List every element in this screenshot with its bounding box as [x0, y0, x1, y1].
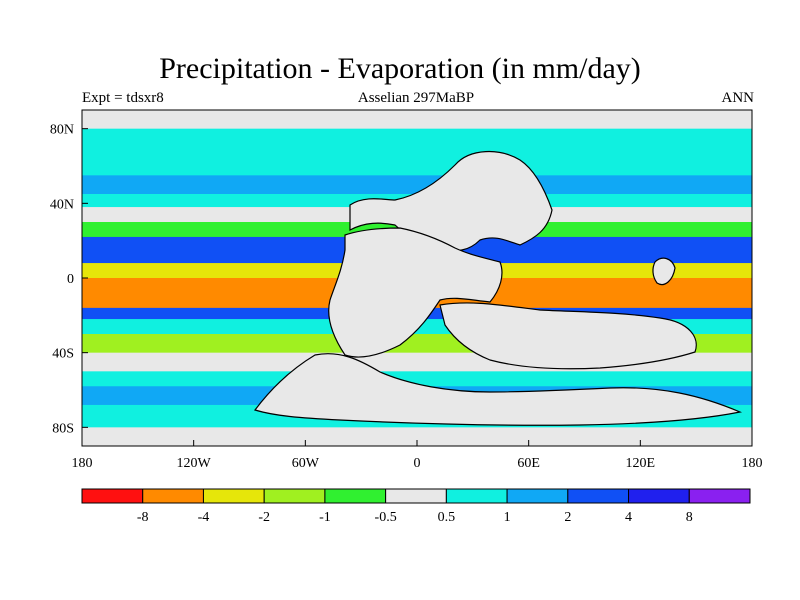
x-tick-label: 180: [72, 456, 93, 471]
colorbar-swatch: [385, 488, 447, 504]
y-tick-label: 40S: [52, 347, 74, 362]
x-tick-label: 120W: [177, 456, 212, 471]
colorbar-swatch: [263, 488, 326, 504]
colorbar-label: 1: [504, 510, 511, 525]
continent-central: [328, 227, 503, 358]
zonal-band: [82, 110, 752, 130]
continent-outlines: [254, 150, 743, 426]
zonal-band: [82, 175, 752, 195]
continent-south: [439, 302, 697, 370]
experiment-label: Expt = tdsxr8: [82, 90, 164, 106]
x-tick-label: 60E: [517, 456, 540, 471]
zonal-band: [82, 427, 752, 446]
colorbar-label: -4: [198, 510, 210, 525]
y-tick-label: 0: [67, 272, 74, 287]
island-east: [652, 257, 676, 286]
colorbar-swatch: [628, 488, 690, 504]
colorbar-swatch: [567, 488, 630, 504]
colorbar-label: 4: [625, 510, 632, 525]
colorbar-label: 8: [686, 510, 693, 525]
x-tick-label: 120E: [626, 456, 656, 471]
zonal-band: [82, 151, 752, 176]
period-label: Asselian 297MaBP: [357, 90, 475, 106]
zonal-band: [82, 128, 752, 152]
y-axis-ticks: 80N 40N 0 40S 80S: [50, 123, 88, 436]
x-tick-label: 60W: [292, 456, 320, 471]
colorbar-swatch: [142, 488, 204, 504]
colorbar-swatch: [688, 488, 751, 504]
x-tick-label: 180: [742, 456, 763, 471]
continent-antarctic: [254, 353, 743, 426]
x-tick-label: 0: [414, 456, 421, 471]
colorbar-swatch: [506, 488, 569, 504]
chart-title: Precipitation - Evaporation (in mm/day): [159, 52, 641, 85]
colorbar-swatch: [202, 488, 265, 504]
colorbar: -8 -4 -2 -1 -0.5 0.5 1 2 4 8: [81, 488, 751, 525]
y-tick-label: 80S: [52, 421, 74, 436]
x-axis-ticks: 180 120W 60W 0 60E 120E 180: [72, 440, 763, 471]
colorbar-label: -1: [319, 510, 331, 525]
colorbar-label: -8: [137, 510, 149, 525]
colorbar-label: -0.5: [375, 510, 397, 525]
colorbar-label: 0.5: [438, 510, 456, 525]
colorbar-swatch: [445, 488, 508, 504]
y-tick-label: 40N: [50, 197, 74, 212]
colorbar-swatch: [324, 488, 387, 504]
colorbar-label: -2: [258, 510, 270, 525]
colorbar-label: 2: [564, 510, 571, 525]
y-tick-label: 80N: [50, 123, 74, 138]
zonal-band: [82, 371, 752, 387]
colorbar-swatch: [81, 488, 144, 504]
season-label: ANN: [721, 90, 755, 106]
